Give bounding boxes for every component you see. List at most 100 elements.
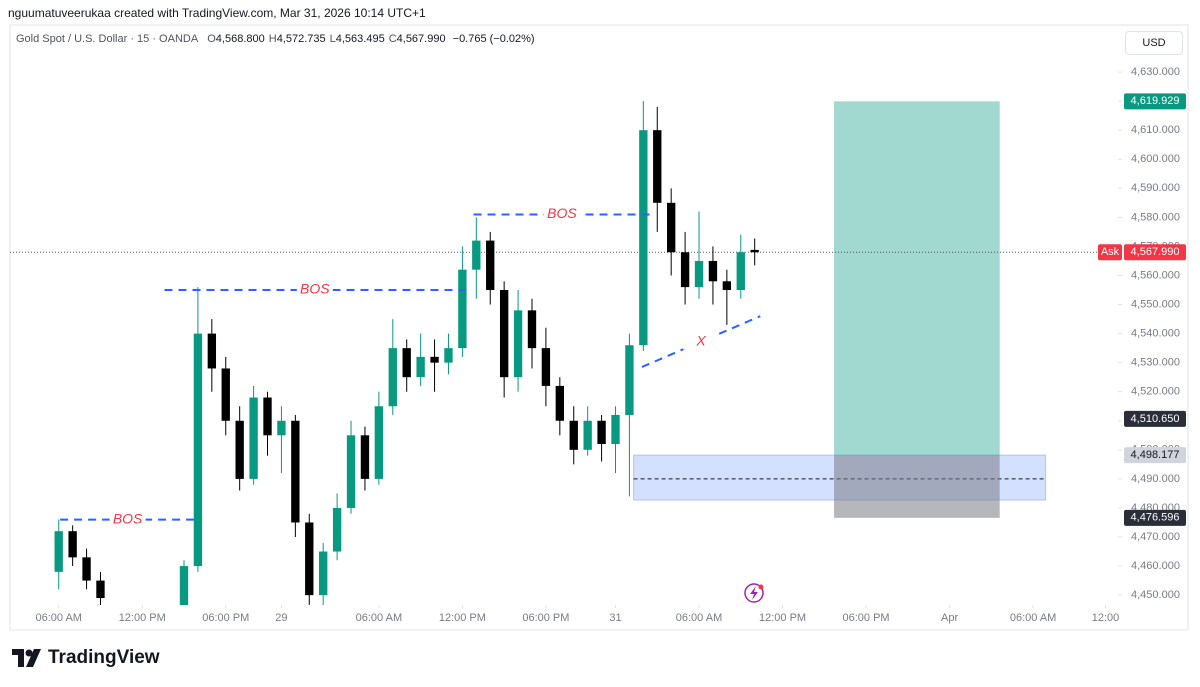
annotation-label: BOS	[547, 205, 577, 221]
x-tick-label: 12:00 PM	[439, 612, 486, 624]
candle-body	[346, 435, 356, 508]
x-tick-label: 29	[275, 612, 287, 624]
y-tick-label: 4,610.000	[1131, 124, 1180, 136]
candle-body	[179, 566, 189, 605]
ohlc-fields: O4,568.800 H4,572.735 L4,563.495 C4,567.990	[207, 33, 449, 45]
x-tick-label: 06:00 AM	[356, 612, 402, 624]
x-tick-label: 06:00 PM	[202, 612, 249, 624]
x-tick-label: 06:00 PM	[843, 612, 890, 624]
y-tick-label: 4,530.000	[1131, 357, 1180, 369]
y-tick-label: 4,450.000	[1131, 589, 1180, 601]
candle-body	[708, 260, 718, 282]
ohlc-field: L4,563.495	[330, 33, 385, 45]
candle-body	[513, 310, 523, 378]
price-label: 4,498.177	[1131, 449, 1180, 461]
x-tick-label: 12:00	[1092, 612, 1120, 624]
x-tick-label: 12:00 PM	[119, 612, 166, 624]
y-tick-label: 4,560.000	[1131, 269, 1180, 281]
candle-body	[569, 420, 578, 450]
x-tick-label: 06:00 PM	[522, 612, 569, 624]
x-tick-label: Apr	[941, 612, 958, 624]
candle-body	[597, 420, 606, 445]
ohlc-key: L	[329, 33, 336, 45]
candle-body	[360, 435, 370, 479]
axes: 4,450.0004,460.0004,470.0004,480.0004,49…	[35, 66, 1186, 624]
candle-body	[625, 345, 634, 415]
candle-body	[472, 240, 481, 270]
candle-body	[193, 333, 203, 567]
attribution: nguumatuveerukaa created with TradingVie…	[8, 6, 426, 20]
price-label: 4,510.650	[1131, 413, 1180, 425]
position-target	[834, 101, 1000, 456]
candle-body	[388, 348, 397, 407]
candle-body	[54, 531, 63, 572]
candle-body	[319, 551, 328, 596]
x-tick-label: 12:00 PM	[759, 612, 806, 624]
y-tick-label: 4,580.000	[1131, 211, 1180, 223]
brand: TradingView	[12, 647, 160, 669]
y-tick-label: 4,550.000	[1131, 298, 1180, 310]
candle-body	[555, 385, 564, 421]
y-tick-label: 4,470.000	[1131, 531, 1180, 543]
candle-body	[680, 252, 690, 288]
annotation-label-bg	[683, 333, 720, 350]
replay-icon	[744, 583, 764, 603]
y-tick-label: 4,630.000	[1131, 66, 1180, 78]
price-label-bg	[1124, 410, 1186, 427]
candle-body	[277, 420, 286, 436]
candle-body	[541, 348, 551, 386]
candle-body	[722, 281, 732, 291]
candle-body	[653, 130, 662, 203]
annotation-label: X	[695, 332, 706, 348]
annotation-line	[641, 315, 761, 368]
ohlc-key: O	[207, 33, 216, 45]
candle-body	[486, 240, 495, 291]
y-tick-label: 4,600.000	[1131, 153, 1180, 165]
candle-body	[96, 580, 105, 599]
candle-body	[750, 249, 759, 253]
x-tick-label: 31	[609, 612, 621, 624]
y-tick-label: 4,460.000	[1131, 560, 1180, 572]
symbol: Gold Spot / U.S. Dollar · 15 · OANDA	[16, 33, 199, 45]
candle-body	[263, 397, 272, 436]
candle-body	[402, 348, 411, 378]
candle-body	[249, 397, 258, 479]
price-label-bg	[1124, 447, 1186, 464]
candle-body	[82, 557, 91, 581]
change: −0.765 (−0.02%)	[452, 33, 535, 45]
price-label-bg	[1124, 244, 1186, 261]
y-tick-label: 4,540.000	[1131, 328, 1180, 340]
annotation-label: BOS	[113, 510, 143, 526]
legend: Gold Spot / U.S. Dollar · 15 · OANDA O4,…	[16, 33, 535, 45]
ohlc-value: 4,563.495	[335, 33, 385, 45]
brand-name: TradingView	[48, 647, 160, 668]
x-tick-label: 06:00 AM	[676, 612, 722, 624]
ohlc-key: H	[268, 33, 277, 45]
candle-body	[499, 290, 509, 378]
candle-body	[305, 522, 314, 596]
ohlc-value: 4,572.735	[276, 33, 326, 45]
currency-button[interactable]: USD	[1125, 31, 1183, 55]
ohlc-field: O4,568.800	[207, 33, 265, 45]
candle-body	[430, 356, 439, 363]
candle-body	[332, 507, 342, 552]
y-tick-label: 4,590.000	[1131, 182, 1180, 194]
brand-logo	[12, 649, 41, 667]
price-tag: Ask	[1101, 246, 1120, 258]
candle-body	[611, 414, 620, 445]
price-label: 4,476.596	[1131, 512, 1180, 524]
candle-body	[68, 531, 77, 558]
plot-area: BOS BOS BOS X	[10, 101, 1118, 605]
chart-frame	[9, 24, 1189, 631]
price-label: 4,567.990	[1131, 246, 1180, 258]
position-stop	[834, 455, 1000, 518]
annotation-label-bg	[543, 206, 580, 223]
candle-body	[527, 310, 537, 349]
annotation-label-bg	[109, 511, 146, 528]
candle-body	[667, 202, 676, 253]
x-tick-label: 06:00 AM	[1010, 612, 1056, 624]
ohlc-key: C	[388, 33, 397, 45]
price-label: 4,619.929	[1131, 95, 1180, 107]
y-tick-label: 4,520.000	[1131, 386, 1180, 398]
